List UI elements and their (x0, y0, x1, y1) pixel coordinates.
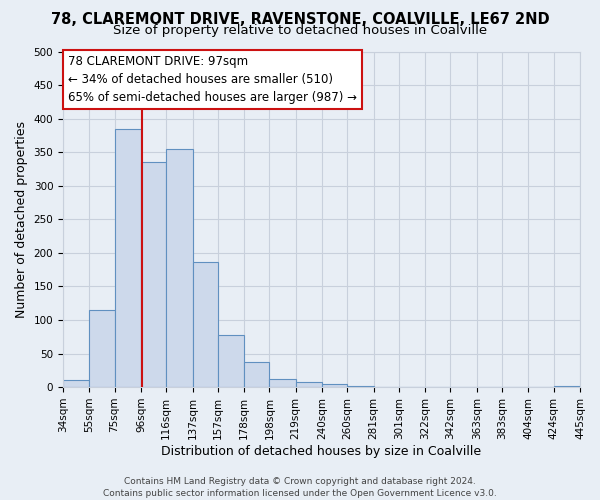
Bar (296, 382, 322, 387)
Bar (115, 128, 141, 387)
Bar (322, 384, 347, 387)
Bar (63, 380, 89, 387)
Y-axis label: Number of detached properties: Number of detached properties (15, 121, 28, 318)
Bar (554, 386, 580, 387)
Bar (141, 162, 166, 387)
Bar (269, 379, 296, 387)
Bar (193, 262, 218, 387)
Text: Size of property relative to detached houses in Coalville: Size of property relative to detached ho… (113, 24, 487, 37)
Bar (89, 310, 115, 387)
Text: 78, CLAREMONT DRIVE, RAVENSTONE, COALVILLE, LE67 2ND: 78, CLAREMONT DRIVE, RAVENSTONE, COALVIL… (50, 12, 550, 28)
Bar (244, 362, 269, 387)
Bar (166, 149, 193, 387)
Bar (347, 386, 374, 387)
Text: Contains HM Land Registry data © Crown copyright and database right 2024.
Contai: Contains HM Land Registry data © Crown c… (103, 476, 497, 498)
Text: 78 CLAREMONT DRIVE: 97sqm
← 34% of detached houses are smaller (510)
65% of semi: 78 CLAREMONT DRIVE: 97sqm ← 34% of detac… (68, 55, 357, 104)
Bar (218, 336, 244, 387)
X-axis label: Distribution of detached houses by size in Coalville: Distribution of detached houses by size … (161, 444, 482, 458)
